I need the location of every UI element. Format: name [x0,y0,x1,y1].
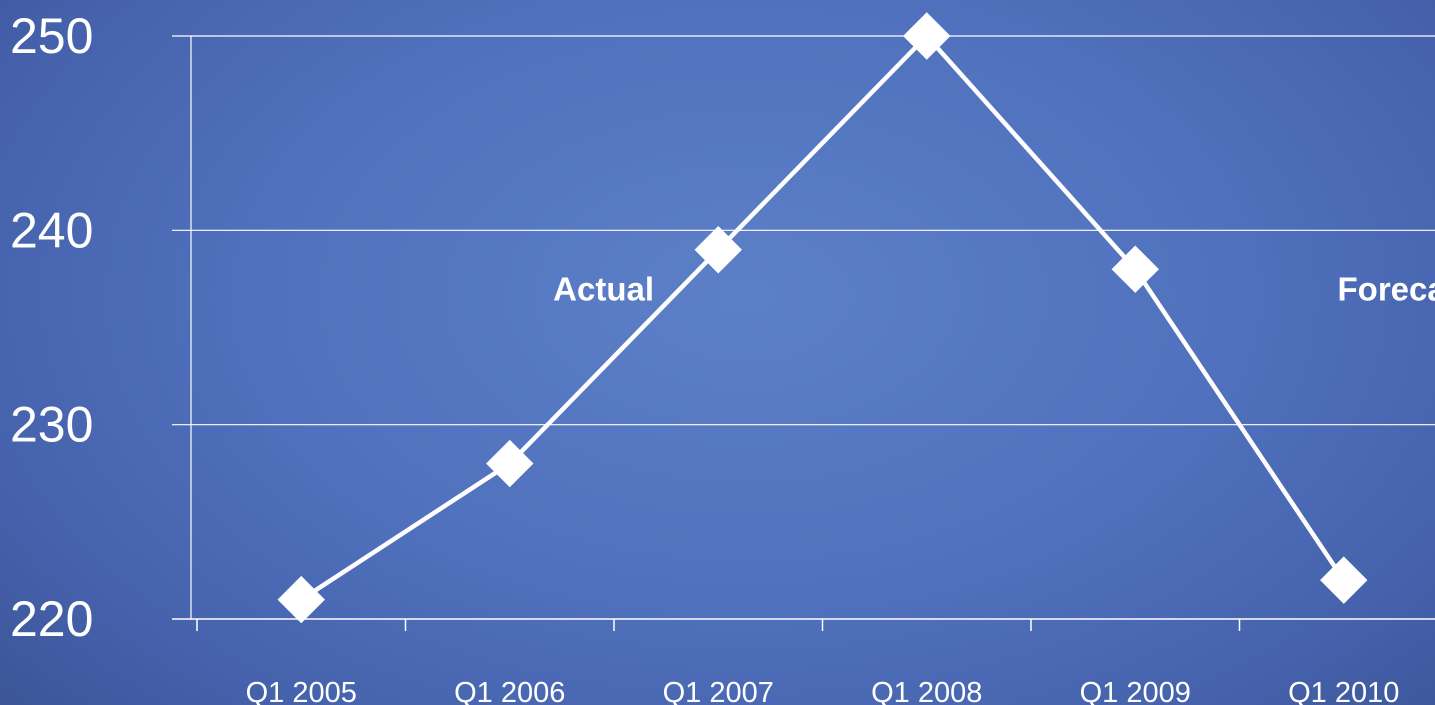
x-tick-label-2: Q1 2006 [454,677,565,705]
y-tick-label-220: 220 [10,591,93,647]
annotation-forecast: Forecast [1338,271,1435,308]
y-tick-label-230: 230 [10,397,93,453]
annotations: Actual Forecast [553,271,1435,308]
data-point-3 [694,226,742,274]
data-point-2 [486,439,534,488]
y-axis-tick-labels: 220 230 240 250 [10,8,93,647]
x-tick-label-5: Q1 2009 [1080,677,1191,705]
x-tick-label-6: Q1 2010 [1288,677,1399,705]
x-tick-label-1: Q1 2005 [246,677,357,705]
y-tick-label-240: 240 [10,202,93,258]
data-point-6 [1320,556,1368,604]
data-point-5 [1111,245,1159,293]
x-axis [172,618,1435,631]
data-point-1 [277,575,325,624]
series-line-1 [300,33,1346,602]
series-actual-forecast [277,12,1368,624]
y-tick-label-250: 250 [10,8,93,64]
gridlines [172,35,1435,619]
x-axis-tick-labels: Q1 2005 Q1 2006 Q1 2007 Q1 2008 Q1 2009 Q1 20… [246,677,1400,705]
annotation-actual: Actual [553,271,654,308]
data-point-4 [903,12,951,60]
x-tick-label-4: Q1 2008 [871,677,982,705]
x-tick-label-3: Q1 2007 [663,677,774,705]
